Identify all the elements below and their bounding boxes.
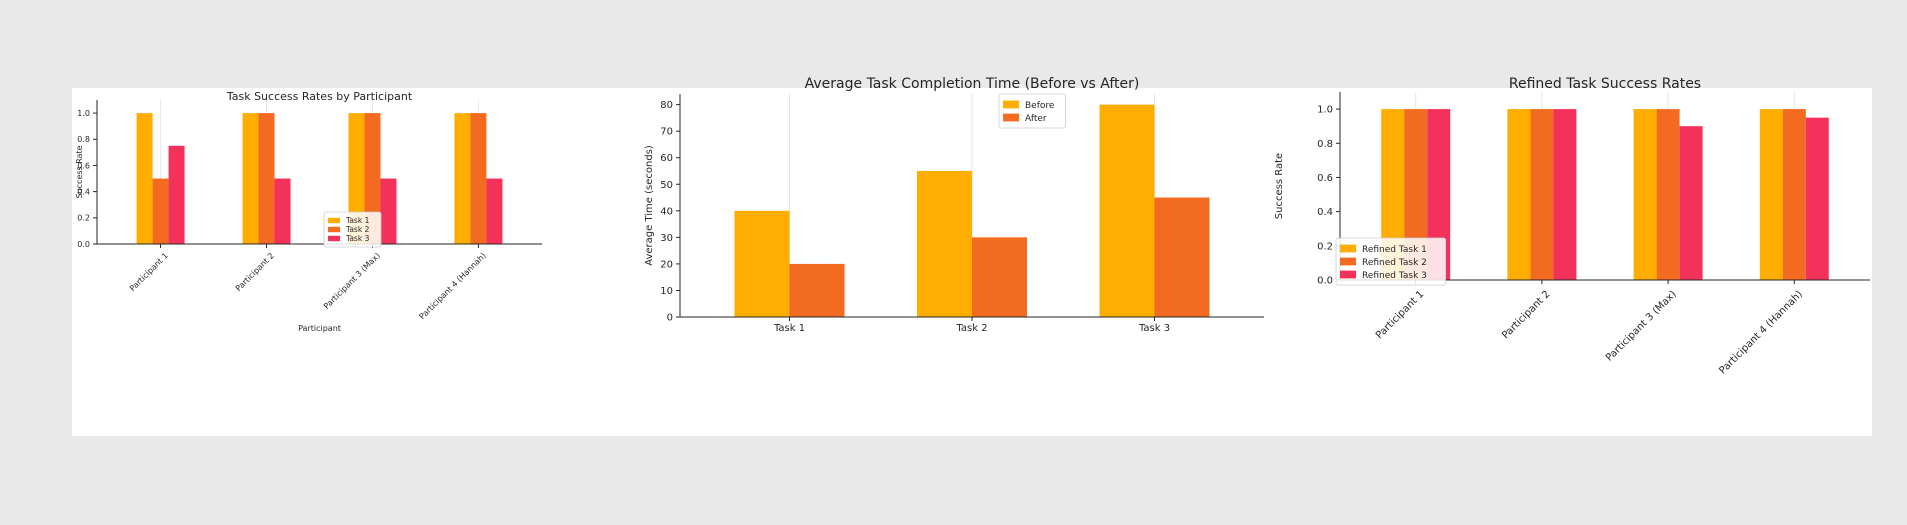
- y-tick-label: 0.0: [77, 240, 90, 249]
- x-tick-label: Participant 3 (Max): [322, 251, 382, 311]
- y-tick-label: 50: [660, 180, 673, 191]
- bar: [1553, 109, 1577, 280]
- x-tick-label: Task 3: [1138, 323, 1170, 334]
- y-tick-label: 70: [660, 127, 673, 138]
- bar: [168, 145, 185, 244]
- y-tick-label: 0.4: [1317, 207, 1333, 218]
- y-tick-label: 0.4: [77, 187, 90, 196]
- bar: [1656, 109, 1680, 280]
- y-tick-label: 0.2: [1317, 241, 1333, 252]
- bar: [1154, 197, 1210, 317]
- y-tick-label: 0.0: [1317, 276, 1333, 287]
- legend-label: Refined Task 2: [1362, 258, 1427, 268]
- bar: [1530, 109, 1554, 280]
- x-tick-label: Participant 1: [1374, 289, 1426, 341]
- bar: [274, 178, 291, 244]
- y-tick-label: 80: [660, 100, 673, 111]
- y-axis-label: Success Rate: [1274, 153, 1285, 219]
- y-tick-label: 1.0: [77, 109, 90, 118]
- y-tick-label: 0.8: [1317, 139, 1333, 150]
- y-tick-label: 20: [660, 259, 673, 270]
- legend: Before After: [998, 93, 1066, 129]
- y-axis-label: Success Rate: [75, 145, 84, 198]
- legend: Refined Task 1 Refined Task 2 Refined Task…: [1335, 237, 1446, 286]
- legend-swatch: [1340, 244, 1356, 253]
- bar: [364, 113, 381, 244]
- legend-swatch: [328, 226, 340, 233]
- legend-swatch: [1003, 113, 1019, 122]
- legend-label: Task 1: [345, 216, 370, 225]
- bar: [1099, 104, 1155, 317]
- bar: [152, 178, 169, 244]
- bar: [1507, 109, 1531, 280]
- chart-refined-task-success-rates: 0.0 0.2 0.4 0.6 0.8 1.0 Participant 1 Participa…: [1274, 76, 1872, 436]
- bar: [1805, 117, 1829, 280]
- bar: [1404, 109, 1428, 280]
- bar: [380, 178, 397, 244]
- legend-label: Task 2: [345, 225, 370, 234]
- x-axis-label: Participant: [298, 324, 341, 333]
- bar: [1633, 109, 1657, 280]
- figure-panel: 0.0 0.2 0.4 0.6 0.8 1.0 Participant 1 Participa…: [72, 76, 1872, 436]
- bar: [917, 170, 972, 317]
- bar: [348, 113, 365, 244]
- bar: [1427, 109, 1451, 280]
- legend-swatch: [1340, 270, 1356, 279]
- chart-task-success-rates: 0.0 0.2 0.4 0.6 0.8 1.0 Participant 1 Participa…: [72, 88, 652, 436]
- chart-title: Average Task Completion Time (Before vs …: [805, 76, 1140, 92]
- x-tick-label: Participant 1: [128, 251, 170, 293]
- legend-swatch: [328, 235, 340, 242]
- chart-average-completion-time: 0 10 20 30 40 50 60 70 80 Task 1 Task 2 Task 3 Avera…: [644, 76, 1292, 436]
- x-tick-label: Task 1: [773, 323, 805, 334]
- x-tick-label: Participant 4 (Hannah): [1717, 289, 1805, 377]
- legend-label: After: [1025, 114, 1047, 124]
- legend-label: Refined Task 3: [1362, 271, 1427, 281]
- x-tick-label: Participant 2: [1500, 289, 1552, 341]
- x-tick-label: Participant 4 (Hannah): [418, 251, 488, 321]
- legend-label: Before: [1025, 101, 1055, 111]
- y-tick-label: 0: [667, 313, 673, 324]
- legend-swatch: [1003, 100, 1019, 109]
- chart-title: Refined Task Success Rates: [1509, 76, 1701, 92]
- bar: [734, 210, 790, 317]
- y-tick-label: 0.2: [77, 214, 90, 223]
- legend-label: Refined Task 1: [1362, 245, 1427, 255]
- y-tick-label: 0.8: [77, 135, 90, 144]
- x-tick-label: Participant 2: [234, 251, 276, 293]
- bar: [486, 178, 503, 244]
- legend-swatch: [328, 217, 340, 224]
- chart-title: Task Success Rates by Participant: [226, 90, 413, 103]
- y-axis-label: Average Time (seconds): [644, 145, 655, 266]
- bar: [136, 113, 153, 244]
- y-tick-label: 0.6: [77, 161, 90, 170]
- bar: [258, 113, 275, 244]
- bar: [1759, 109, 1783, 280]
- bar: [1679, 126, 1703, 280]
- legend-swatch: [1340, 257, 1356, 266]
- y-tick-label: 30: [660, 233, 673, 244]
- y-tick-label: 60: [660, 153, 673, 164]
- legend-label: Task 3: [345, 234, 370, 243]
- y-tick-label: 40: [660, 206, 673, 217]
- bar: [1381, 109, 1405, 280]
- y-tick-label: 10: [660, 286, 673, 297]
- y-tick-label: 1.0: [1317, 105, 1333, 116]
- y-tick-label: 0.6: [1317, 173, 1333, 184]
- bar: [454, 113, 471, 244]
- bar: [789, 263, 845, 317]
- bar: [242, 113, 259, 244]
- x-tick-label: Task 2: [955, 323, 987, 334]
- bar: [1782, 109, 1806, 280]
- bar: [470, 113, 487, 244]
- x-tick-label: Participant 3 (Max): [1604, 289, 1679, 364]
- legend-box: [1335, 237, 1446, 286]
- bar: [972, 237, 1027, 317]
